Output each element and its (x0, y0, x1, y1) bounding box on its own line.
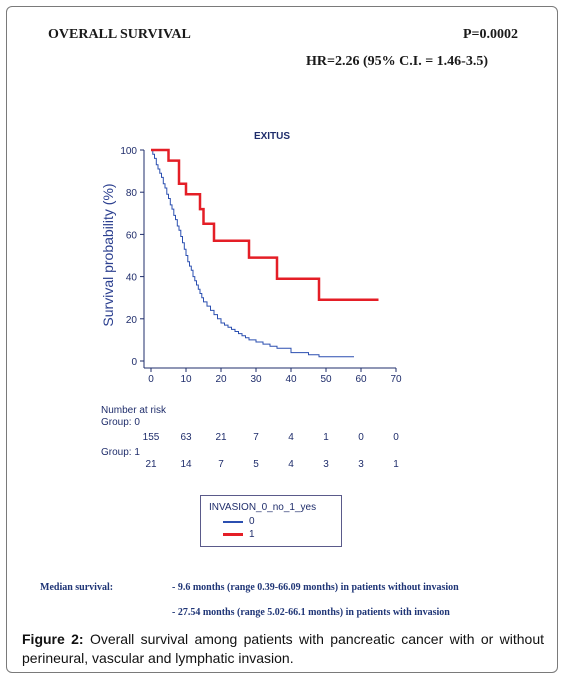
risk-value: 4 (288, 432, 294, 443)
x-tick-label: 10 (180, 374, 192, 385)
y-tick-label: 60 (126, 230, 138, 241)
x-tick-label: 50 (320, 374, 332, 385)
y-tick-label: 100 (120, 146, 137, 157)
caption-text: Overall survival among patients with pan… (22, 631, 545, 666)
y-tick-label: 20 (126, 315, 138, 326)
y-axis-label: Survival probability (%) (100, 183, 116, 326)
tick-labels: 0 10 20 30 40 50 60 70 0 20 40 60 80 100 (120, 146, 402, 385)
legend-label-1: 1 (249, 529, 255, 540)
legend-swatch-1 (223, 533, 243, 536)
legend-swatch-0 (223, 521, 243, 523)
x-tick-label: 70 (390, 374, 402, 385)
risk-value: 155 (142, 432, 160, 443)
x-tick-label: 40 (285, 374, 297, 385)
p-value: P=0.0002 (462, 27, 518, 42)
legend-label-0: 0 (249, 516, 255, 527)
risk-value: 1 (393, 459, 399, 470)
survival-curve-group-1 (151, 148, 379, 302)
caption-label: Figure 2: (22, 631, 84, 647)
risk-group-1-label: Group: 1 (101, 447, 140, 458)
risk-value: 4 (288, 459, 294, 470)
x-tick-label: 30 (250, 374, 262, 385)
median-survival-label: Median survival: (40, 582, 114, 593)
risk-value: 21 (215, 432, 227, 443)
risk-value: 0 (358, 432, 364, 443)
survival-curve-group-0 (151, 149, 354, 358)
figure-frame (6, 6, 558, 673)
x-tick-label: 60 (355, 374, 367, 385)
risk-value: 7 (253, 432, 259, 443)
x-tick-label: 20 (215, 374, 227, 385)
risk-table: Number at risk Group: 0 (101, 405, 166, 429)
hazard-ratio: HR=2.26 (95% C.I. = 1.46-3.5) (306, 54, 488, 69)
median-survival-line-1: - 9.6 months (range 0.39-66.09 months) i… (172, 582, 459, 593)
legend-title: INVASION_0_no_1_yes (209, 502, 317, 513)
risk-table-heading: Number at risk (101, 405, 167, 416)
risk-value: 21 (145, 459, 157, 470)
risk-value: 7 (218, 459, 224, 470)
figure-caption: Figure 2: Overall survival among patient… (22, 630, 544, 668)
risk-value: 63 (180, 432, 192, 443)
risk-value: 3 (358, 459, 364, 470)
risk-group-1: Group: 1 (101, 447, 140, 459)
figure-title: OVERALL SURVIVAL (48, 27, 191, 42)
chart-title: EXITUS (254, 131, 290, 142)
y-tick-label: 0 (131, 357, 137, 368)
kaplan-meier-chart: EXITUS Survival probability (%) 0 10 20 30 4… (100, 131, 402, 385)
y-tick-label: 40 (126, 273, 138, 284)
risk-group-0-label: Group: 0 (101, 417, 140, 428)
risk-value: 14 (180, 459, 192, 470)
y-tick-label: 80 (126, 188, 138, 199)
risk-value: 5 (253, 459, 259, 470)
x-tick-label: 0 (148, 374, 154, 385)
axes (140, 149, 397, 372)
risk-value: 1 (323, 432, 329, 443)
legend: INVASION_0_no_1_yes 0 1 (200, 495, 342, 547)
risk-value: 3 (323, 459, 329, 470)
risk-value: 0 (393, 432, 399, 443)
survival-curves (151, 148, 379, 358)
median-survival-line-2: - 27.54 months (range 5.02-66.1 months) … (172, 607, 450, 618)
